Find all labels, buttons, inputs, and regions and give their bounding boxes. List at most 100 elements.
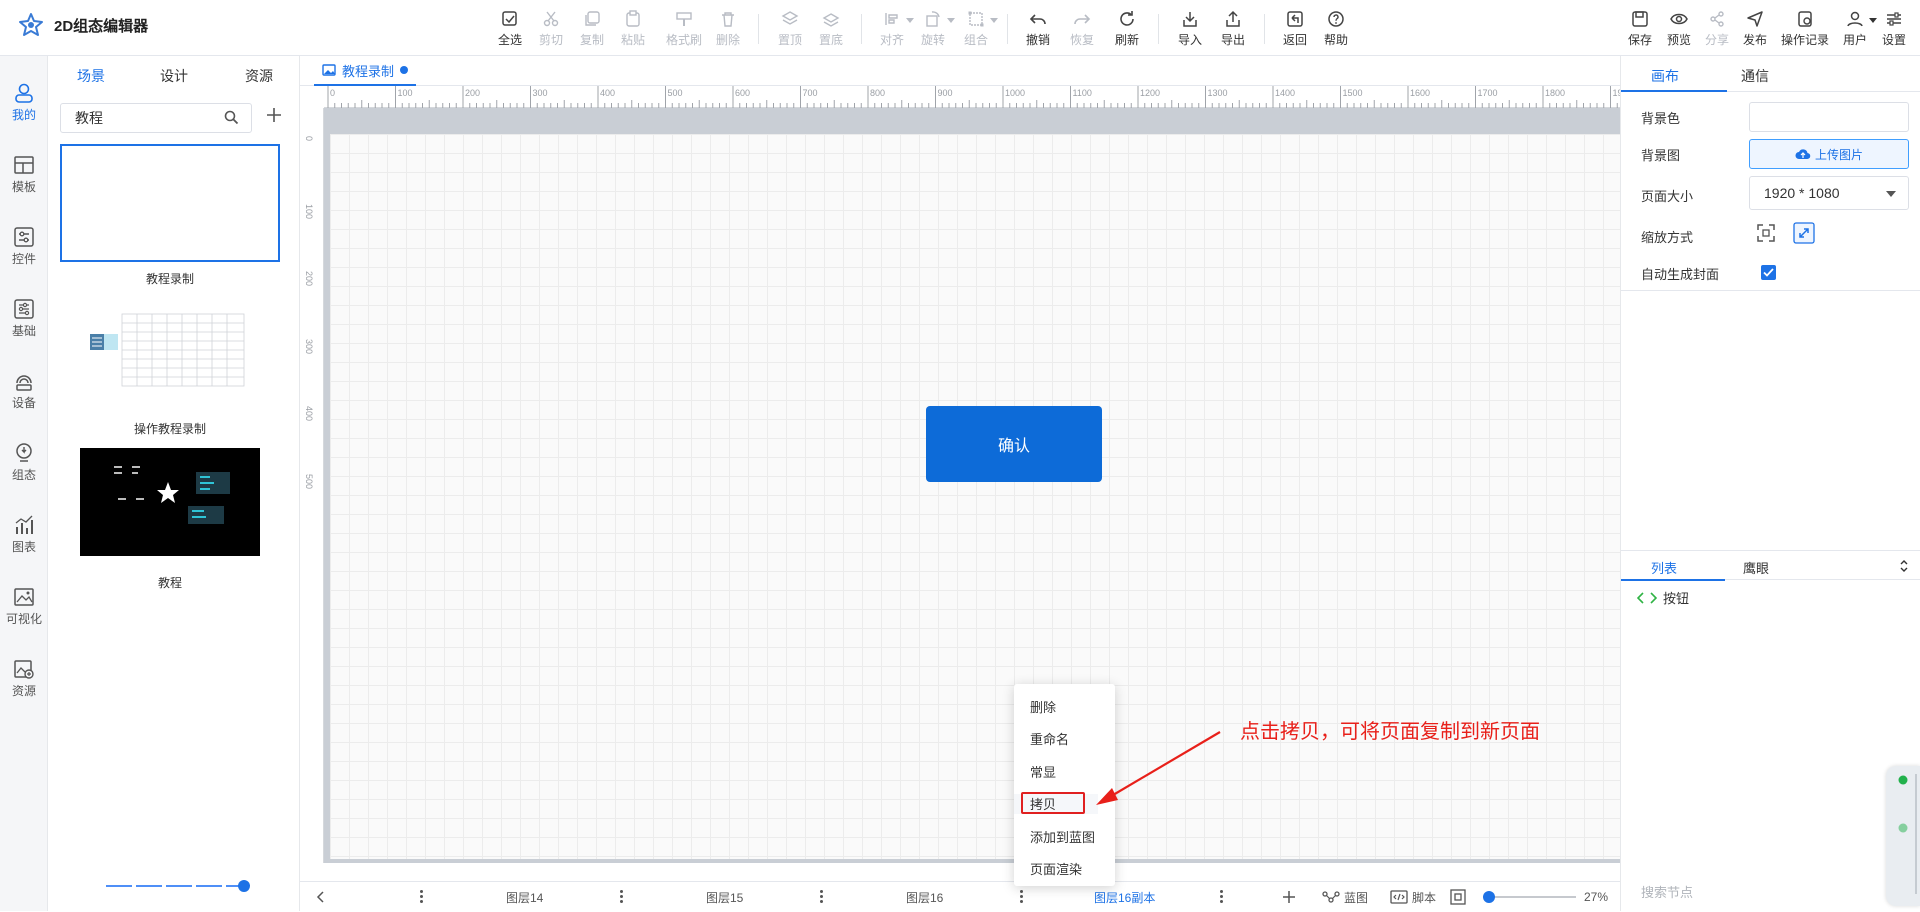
share-button[interactable]: 分享 xyxy=(1697,8,1737,47)
fit-screen-icon[interactable] xyxy=(1450,889,1466,905)
menu-item-page-render[interactable]: 页面渲染 xyxy=(1030,859,1082,878)
paste-icon xyxy=(624,10,642,28)
unsaved-dot xyxy=(400,66,408,74)
tab-eagle-eye[interactable]: 鹰眼 xyxy=(1743,558,1769,577)
scene-card[interactable]: 教程录制 xyxy=(60,144,280,287)
add-scene-icon[interactable] xyxy=(265,106,283,124)
table-preview-graphic xyxy=(60,294,280,412)
zoom-slider[interactable] xyxy=(1482,890,1578,904)
tree-item[interactable]: 按钮 xyxy=(1637,588,1689,607)
format-brush-button[interactable]: 格式刷 xyxy=(662,8,706,47)
stretch-icon[interactable] xyxy=(1793,222,1815,244)
export-button[interactable]: 导出 xyxy=(1213,8,1253,47)
bg-color-picker[interactable] xyxy=(1749,102,1909,132)
undo-button[interactable]: 撤销 xyxy=(1018,8,1058,47)
ruler-label: 800 xyxy=(870,88,885,98)
add-layer-icon[interactable] xyxy=(1282,890,1296,904)
blueprint-button[interactable]: 蓝图 xyxy=(1322,882,1368,912)
search-icon[interactable] xyxy=(224,110,239,125)
scissors-icon xyxy=(542,10,560,28)
thumbnail-size-slider[interactable] xyxy=(104,879,254,893)
menu-item-delete[interactable]: 删除 xyxy=(1030,697,1056,716)
publish-button[interactable]: 发布 xyxy=(1735,8,1775,47)
back-button[interactable]: 返回 xyxy=(1275,8,1315,47)
confirm-button[interactable]: 确认 xyxy=(926,406,1102,482)
scene-title: 教程 xyxy=(60,574,280,591)
fit-icon[interactable] xyxy=(1755,222,1777,244)
page-size-select[interactable]: 1920 * 1080 xyxy=(1749,176,1909,210)
send-bottom-button[interactable]: 置底 xyxy=(811,8,851,47)
auto-cover-checkbox[interactable] xyxy=(1761,265,1776,280)
redo-button[interactable]: 恢复 xyxy=(1062,8,1102,47)
nav-item-visual[interactable]: 可视化 xyxy=(0,580,48,627)
scene-card[interactable]: 教程 xyxy=(60,448,280,591)
scene-thumbnail[interactable] xyxy=(60,294,280,412)
layer-menu-icon[interactable] xyxy=(620,890,624,905)
tab-document[interactable]: 教程录制 xyxy=(314,56,416,86)
tab-list[interactable]: 列表 xyxy=(1651,558,1677,577)
tab-design[interactable]: 设计 xyxy=(160,66,188,86)
cloud-upload-icon xyxy=(1795,148,1811,160)
page-size-dropdown[interactable]: 1920 * 1080 xyxy=(1749,176,1909,210)
save-button[interactable]: 保存 xyxy=(1620,8,1660,47)
help-button[interactable]: 帮助 xyxy=(1316,8,1356,47)
menu-item-rename[interactable]: 重命名 xyxy=(1030,729,1069,748)
upload-image-button[interactable]: 上传图片 xyxy=(1749,139,1909,169)
canvas-stage[interactable]: 确认 xyxy=(330,134,1620,859)
nav-item-widget[interactable]: 控件 xyxy=(0,220,48,267)
scene-panel-tabs: 场景 设计 资源 xyxy=(48,56,300,92)
refresh-button[interactable]: 刷新 xyxy=(1107,8,1147,47)
scene-card[interactable]: 操作教程录制 xyxy=(60,294,280,437)
group-icon xyxy=(967,10,985,28)
layer-tab-active[interactable]: 图层16副本 xyxy=(1094,882,1155,912)
floating-monitor-widget[interactable] xyxy=(1886,766,1920,906)
menu-item-add-to-blueprint[interactable]: 添加到蓝图 xyxy=(1030,827,1095,846)
settings-button[interactable]: 设置 xyxy=(1874,8,1914,47)
sort-icon[interactable] xyxy=(1899,559,1909,573)
nav-item-basic[interactable]: 基础 xyxy=(0,292,48,339)
nav-item-mine[interactable]: 我的 xyxy=(0,76,48,123)
scene-thumbnail[interactable] xyxy=(60,144,280,262)
chevron-left-icon[interactable] xyxy=(316,891,326,903)
search-node-input[interactable]: 搜索节点 xyxy=(1641,882,1693,901)
script-button[interactable]: 脚本 xyxy=(1390,882,1436,912)
layer-tab[interactable]: 图层14 xyxy=(506,882,543,912)
nav-item-config[interactable]: 组态 xyxy=(0,436,48,483)
import-button[interactable]: 导入 xyxy=(1170,8,1210,47)
menu-item-always-show[interactable]: 常显 xyxy=(1030,762,1056,781)
scene-thumbnail[interactable] xyxy=(60,448,280,566)
layer-tab[interactable]: 图层16 xyxy=(906,882,943,912)
rotate-button[interactable]: 旋转 xyxy=(913,8,953,47)
checkbox-checked[interactable] xyxy=(1761,265,1776,280)
delete-button[interactable]: 删除 xyxy=(708,8,748,47)
ruler-label: 500 xyxy=(304,474,314,489)
ruler-label: 1700 xyxy=(1478,88,1498,98)
bring-top-button[interactable]: 置顶 xyxy=(770,8,810,47)
layer-menu-icon[interactable] xyxy=(820,890,824,905)
layer-menu-icon[interactable] xyxy=(420,890,424,905)
layer-menu-icon[interactable] xyxy=(1020,890,1024,905)
cut-button[interactable]: 剪切 xyxy=(531,8,571,47)
ruler-label: 200 xyxy=(465,88,480,98)
history-button[interactable]: 操作记录 xyxy=(1780,8,1830,47)
nav-item-chart[interactable]: 图表 xyxy=(0,508,48,555)
tab-canvas[interactable]: 画布 xyxy=(1651,66,1679,86)
color-swatch[interactable] xyxy=(1749,102,1909,132)
tab-resource[interactable]: 资源 xyxy=(245,66,273,86)
paste-button[interactable]: 粘贴 xyxy=(613,8,653,47)
nav-item-resource[interactable]: 资源 xyxy=(0,652,48,699)
preview-button[interactable]: 预览 xyxy=(1659,8,1699,47)
align-button[interactable]: 对齐 xyxy=(872,8,912,47)
layer-tab[interactable]: 图层15 xyxy=(706,882,743,912)
user-button[interactable]: 用户 xyxy=(1835,8,1875,47)
nav-item-device[interactable]: 设备 xyxy=(0,364,48,411)
copy-button[interactable]: 复制 xyxy=(572,8,612,47)
layer-menu-icon[interactable] xyxy=(1220,890,1224,905)
group-button[interactable]: 组合 xyxy=(956,8,996,47)
scale-mode-options xyxy=(1755,222,1815,244)
tab-scene[interactable]: 场景 xyxy=(77,66,105,86)
nav-item-template[interactable]: 模板 xyxy=(0,148,48,195)
select-all-button[interactable]: 全选 xyxy=(490,8,530,47)
scale-mode-label: 缩放方式 xyxy=(1641,227,1693,246)
tab-communication[interactable]: 通信 xyxy=(1741,66,1769,86)
